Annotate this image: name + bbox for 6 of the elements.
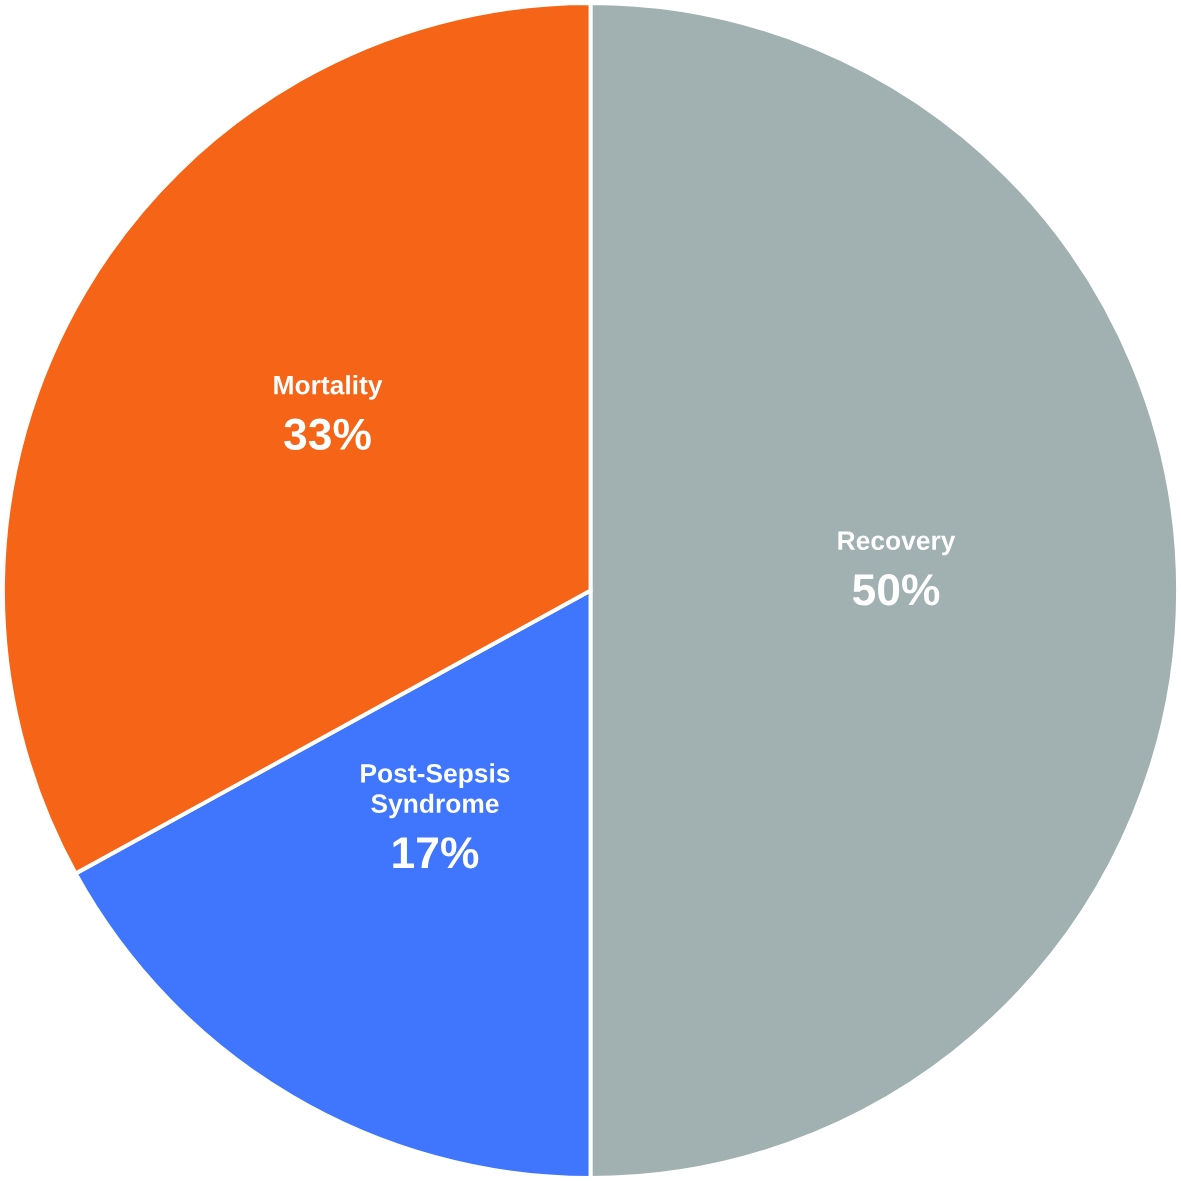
slice-label: Recovery [838,531,956,556]
data-label: 50% [852,574,940,606]
slice-label: Mortality [274,375,383,400]
data-label: 33% [284,418,371,451]
slice-label: Post-Sepsis Syndrome [361,763,510,819]
data-label: 17% [393,837,479,869]
